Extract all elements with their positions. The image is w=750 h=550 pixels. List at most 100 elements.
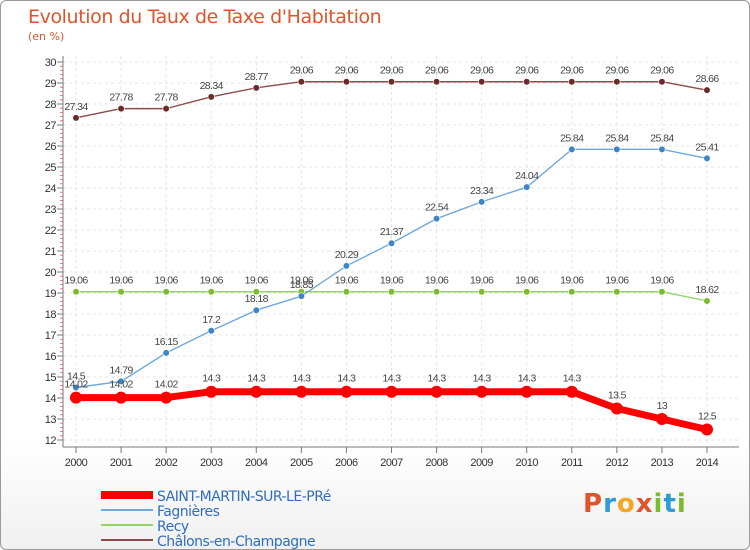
- data-label: 14.3: [202, 373, 221, 385]
- data-label: 27.78: [155, 92, 179, 104]
- data-label: 18.62: [695, 284, 719, 296]
- data-point: [478, 288, 486, 296]
- data-point: [385, 385, 398, 398]
- data-point: [523, 288, 531, 296]
- data-label: 13.5: [608, 390, 627, 402]
- data-label: 25.84: [650, 132, 674, 144]
- data-point: [70, 391, 82, 404]
- data-label: 14.3: [473, 373, 492, 385]
- data-point: [701, 423, 713, 436]
- data-point: [250, 385, 263, 398]
- logo-letter: P: [583, 489, 604, 519]
- data-label: 29.06: [380, 65, 404, 77]
- y-tick-label: 23: [45, 204, 57, 216]
- data-label: 19.06: [290, 275, 314, 287]
- data-label: 19.06: [605, 275, 629, 287]
- data-label: 19.06: [109, 275, 133, 287]
- data-label: 14.02: [155, 379, 179, 391]
- data-point: [478, 198, 486, 206]
- logo-letter: r: [603, 489, 617, 519]
- data-point: [207, 93, 215, 101]
- data-label: 29.06: [425, 65, 449, 77]
- data-point: [610, 402, 623, 415]
- data-label: 19.06: [650, 275, 674, 287]
- data-point: [297, 78, 305, 86]
- data-point: [342, 78, 351, 86]
- y-tick-label: 19: [45, 288, 57, 300]
- x-tick-label: 2003: [200, 457, 223, 469]
- data-label: 14.3: [382, 373, 401, 385]
- data-label: 14.3: [247, 373, 266, 385]
- y-tick-label: 30: [45, 57, 57, 69]
- data-label: 29.06: [290, 65, 314, 77]
- data-label: 19.06: [200, 275, 224, 287]
- data-point: [703, 86, 711, 94]
- data-point: [432, 215, 441, 223]
- data-label: 24.04: [515, 170, 539, 182]
- data-label: 20.29: [335, 249, 359, 261]
- data-label: 14.5: [67, 371, 86, 383]
- y-tick-label: 26: [45, 141, 57, 153]
- x-tick-label: 2000: [65, 457, 88, 469]
- logo-letter: t: [663, 489, 677, 519]
- data-point: [72, 288, 80, 296]
- proxiti-logo: Proxiti: [583, 489, 687, 519]
- y-tick-label: 15: [45, 372, 57, 384]
- data-point: [72, 114, 80, 122]
- logo-letter: i: [676, 489, 687, 519]
- x-tick-label: 2010: [515, 457, 538, 469]
- data-point: [613, 145, 621, 153]
- x-tick-label: 2005: [290, 457, 313, 469]
- data-point: [342, 262, 351, 270]
- x-tick-label: 2014: [696, 457, 719, 469]
- data-label: 29.06: [335, 65, 359, 77]
- data-point: [387, 239, 396, 247]
- data-label: 18.18: [245, 293, 269, 305]
- data-label: 19.06: [245, 275, 269, 287]
- y-tick-label: 24: [45, 183, 57, 195]
- x-tick-label: 2013: [651, 457, 674, 469]
- data-point: [297, 292, 305, 300]
- data-label: 23.34: [470, 185, 494, 197]
- y-tick-label: 12: [45, 435, 57, 447]
- data-label: 19.06: [155, 275, 179, 287]
- legend-label: SAINT-MARTIN-SUR-LE-PRé: [157, 489, 331, 505]
- data-point: [655, 413, 668, 425]
- y-tick-label: 27: [45, 120, 57, 132]
- data-point: [568, 145, 576, 153]
- data-point: [72, 383, 80, 392]
- data-point: [430, 385, 443, 398]
- legend-label: Châlons-en-Champagne: [157, 534, 315, 549]
- data-label: 17.2: [202, 314, 221, 326]
- data-label: 27.34: [64, 101, 88, 113]
- data-point: [387, 288, 396, 296]
- data-label: 14.3: [292, 373, 311, 385]
- data-label: 19.06: [560, 275, 584, 287]
- data-label: 19.06: [380, 275, 404, 287]
- data-point: [117, 377, 125, 386]
- chart-unit: (en %): [28, 30, 65, 43]
- y-tick-label: 25: [45, 162, 57, 174]
- data-label: 25.84: [605, 132, 629, 144]
- x-tick-label: 2007: [380, 457, 403, 469]
- data-label: 25.84: [560, 132, 584, 144]
- data-point: [613, 288, 621, 296]
- data-point: [703, 154, 711, 162]
- data-label: 14.3: [563, 373, 582, 385]
- data-label: 19.06: [425, 275, 449, 287]
- legend-label: Recy: [157, 519, 189, 535]
- data-label: 22.54: [425, 202, 449, 214]
- data-point: [252, 288, 260, 296]
- data-label: 19.06: [335, 275, 359, 287]
- logo-letter: o: [616, 489, 636, 519]
- y-tick-label: 17: [45, 330, 57, 342]
- x-tick-label: 2002: [155, 457, 178, 469]
- data-point: [160, 391, 173, 404]
- data-label: 14.02: [64, 379, 88, 391]
- x-tick-label: 2008: [425, 457, 448, 469]
- x-tick-label: 2006: [335, 457, 358, 469]
- data-point: [520, 385, 533, 398]
- data-label: 29.06: [605, 65, 629, 77]
- y-tick-label: 13: [45, 414, 57, 426]
